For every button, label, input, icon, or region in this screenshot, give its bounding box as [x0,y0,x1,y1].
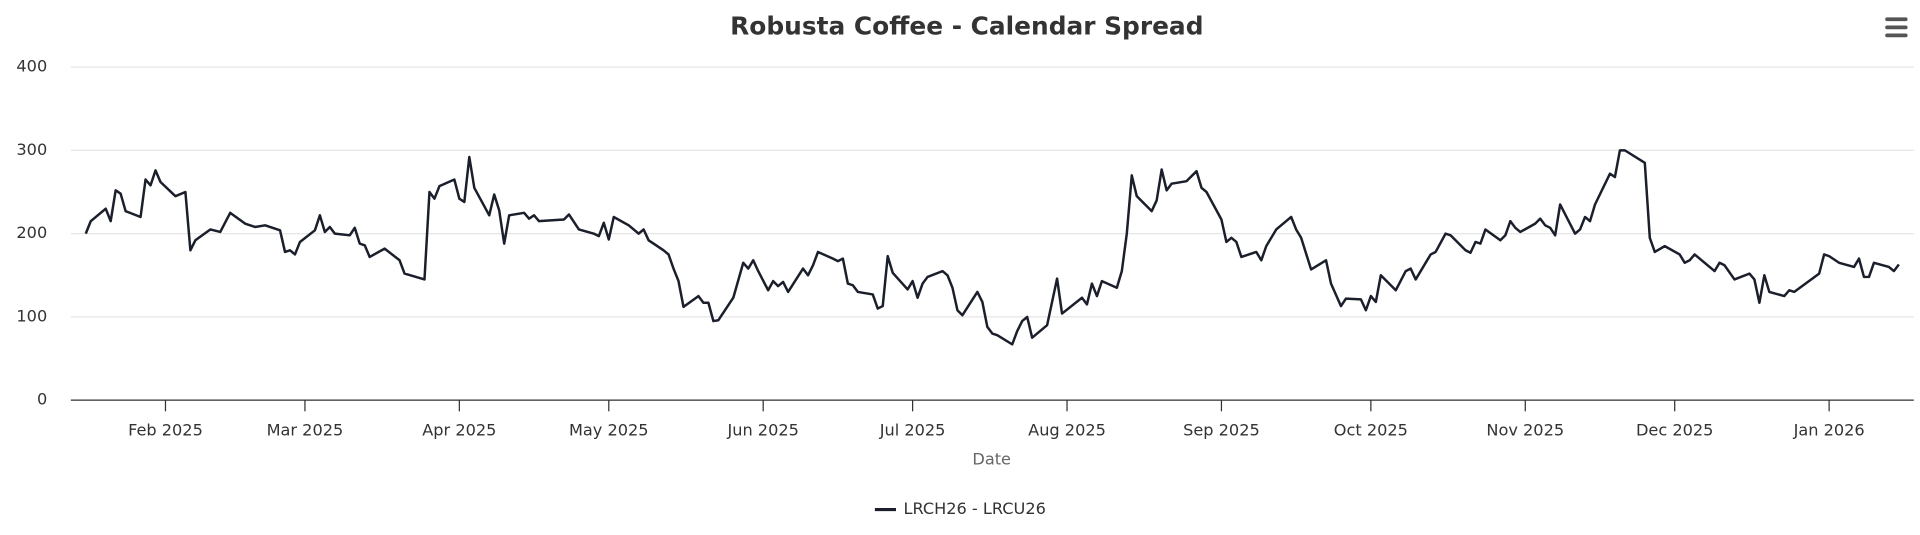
menu-bar [1885,25,1908,30]
x-tick-label: Aug 2025 [1028,421,1106,440]
x-tick-label: Sep 2025 [1183,421,1260,440]
x-tick-label: Dec 2025 [1636,421,1713,440]
x-tick-label: Apr 2025 [422,421,496,440]
y-tick-label: 100 [16,306,47,325]
x-tick-label: Feb 2025 [128,421,203,440]
chart-title: Robusta Coffee - Calendar Spread [730,11,1203,40]
x-tick-label: Jun 2025 [726,421,798,440]
y-tick-label: 200 [16,223,47,242]
x-axis-title: Date [972,449,1011,468]
x-tick-label: Jul 2025 [879,421,946,440]
x-tick-label: Nov 2025 [1486,421,1564,440]
x-tick-label: Jan 2026 [1793,421,1865,440]
x-tick-label: Oct 2025 [1334,421,1408,440]
legend-label: LRCH26 - LRCU26 [903,499,1045,518]
menu-bar [1885,17,1908,22]
y-tick-label: 0 [37,390,47,409]
x-tick-label: Mar 2025 [267,421,344,440]
x-tick-label: May 2025 [569,421,649,440]
series-line [84,149,1900,346]
menu-bar [1885,33,1908,38]
y-tick-label: 300 [16,140,47,159]
menu-button[interactable] [1885,17,1908,38]
y-tick-label: 400 [16,57,47,76]
